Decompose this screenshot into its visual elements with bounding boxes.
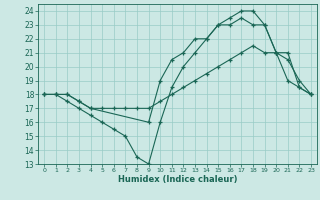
X-axis label: Humidex (Indice chaleur): Humidex (Indice chaleur)	[118, 175, 237, 184]
